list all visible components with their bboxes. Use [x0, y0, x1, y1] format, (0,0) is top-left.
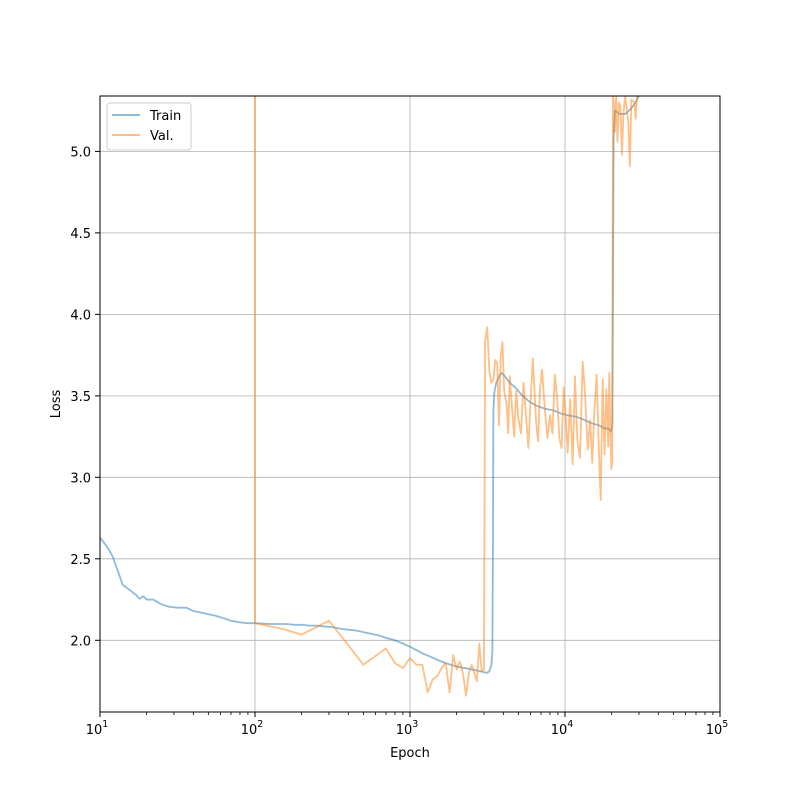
- axis-ticks: 101 102 103 104 105 2.0 2.5 3.0 3.5 4.0 4.5 5.0: [70, 145, 728, 738]
- series-layer: [100, 96, 640, 697]
- legend-label-val: Val.: [150, 129, 174, 144]
- y-tick-label: 2.0: [70, 634, 91, 649]
- series-line-val: [254, 96, 639, 697]
- y-tick-label: 4.0: [70, 308, 91, 323]
- x-tick-label: 101: [86, 719, 109, 738]
- x-axis-label: Epoch: [390, 746, 430, 761]
- x-tick-label: 104: [551, 719, 574, 738]
- y-tick-label: 5.0: [70, 145, 91, 160]
- legend-label-train: Train: [149, 109, 181, 124]
- x-tick-label: 103: [396, 719, 419, 738]
- x-tick-label: 102: [241, 719, 264, 738]
- y-tick-label: 4.5: [70, 227, 91, 242]
- legend: Train Val.: [106, 102, 192, 151]
- y-tick-label: 2.5: [70, 553, 91, 568]
- y-axis-label: Loss: [49, 390, 64, 419]
- x-tick-label: 105: [706, 719, 729, 738]
- y-tick-label: 3.0: [70, 471, 91, 486]
- y-tick-label: 3.5: [70, 390, 91, 405]
